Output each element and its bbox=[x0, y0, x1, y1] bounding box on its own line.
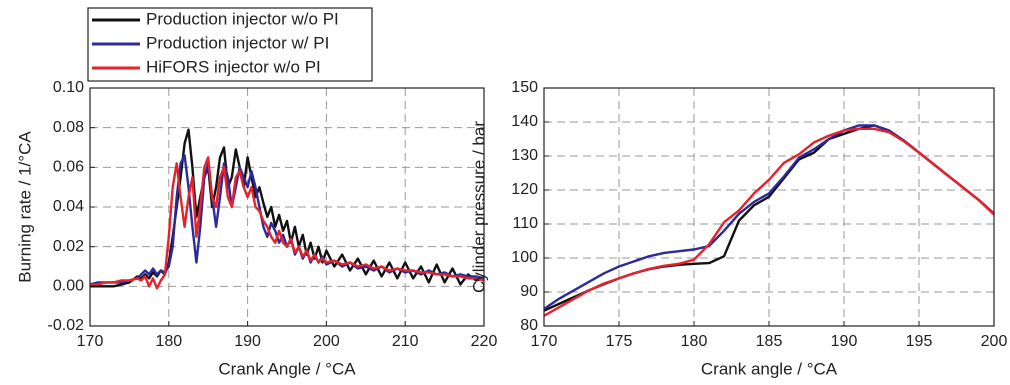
y-tick-label: 0.04 bbox=[53, 198, 84, 215]
plot-frame bbox=[543, 87, 995, 327]
x-tick-label: 190 bbox=[831, 333, 858, 350]
x-tick-label: 220 bbox=[471, 333, 498, 350]
x-tick-label: 180 bbox=[155, 333, 182, 350]
series-line bbox=[90, 128, 485, 288]
legend-label: Production injector w/ PI bbox=[146, 33, 329, 52]
legend-label: Production injector w/o PI bbox=[146, 9, 339, 28]
x-axis-label: Crank angle / °CA bbox=[701, 359, 838, 378]
y-axis-label: Cylinder pressure / bar bbox=[469, 121, 488, 293]
x-tick-label: 200 bbox=[313, 333, 340, 350]
y-tick-label: 120 bbox=[511, 181, 538, 198]
y-tick-label: 80 bbox=[520, 317, 538, 334]
y-axis-label: Burning rate / 1/°CA bbox=[15, 131, 34, 283]
x-tick-label: 175 bbox=[606, 333, 633, 350]
x-tick-label: 210 bbox=[392, 333, 419, 350]
x-tick-label: 180 bbox=[681, 333, 708, 350]
y-tick-label: 90 bbox=[520, 283, 538, 300]
y-tick-label: 0.06 bbox=[53, 159, 84, 176]
x-tick-label: 200 bbox=[981, 333, 1008, 350]
y-tick-label: 0.08 bbox=[53, 119, 84, 136]
x-tick-label: 170 bbox=[77, 333, 104, 350]
y-tick-label: -0.02 bbox=[48, 317, 85, 334]
x-tick-label: 190 bbox=[234, 333, 261, 350]
series-line bbox=[90, 156, 485, 290]
legend-label: HiFORS injector w/o PI bbox=[146, 57, 321, 76]
x-tick-label: 170 bbox=[531, 333, 558, 350]
plot-frame bbox=[89, 87, 485, 327]
y-tick-label: 130 bbox=[511, 147, 538, 164]
y-tick-label: 140 bbox=[511, 113, 538, 130]
y-tick-label: 150 bbox=[511, 79, 538, 96]
y-tick-label: 0.10 bbox=[53, 79, 84, 96]
y-tick-label: 0.00 bbox=[53, 278, 84, 295]
x-tick-label: 195 bbox=[906, 333, 933, 350]
series-line bbox=[543, 127, 995, 317]
y-tick-label: 100 bbox=[511, 249, 538, 266]
x-axis-label: Crank Angle / °CA bbox=[218, 359, 356, 378]
y-tick-label: 0.02 bbox=[53, 238, 84, 255]
y-tick-label: 110 bbox=[512, 215, 538, 232]
x-tick-label: 185 bbox=[756, 333, 783, 350]
